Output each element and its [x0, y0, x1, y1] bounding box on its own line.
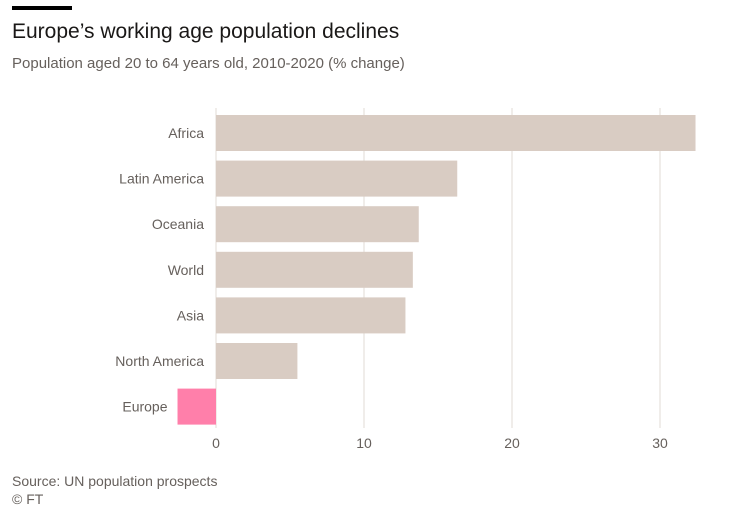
category-label-asia: Asia [177, 307, 204, 323]
x-tick-label-20: 20 [504, 435, 520, 451]
x-tick-label-10: 10 [356, 435, 372, 451]
category-labels: Africa Latin America Oceania World Asia North… [115, 125, 204, 415]
bar-oceania [216, 206, 419, 243]
category-label-latin-america: Latin America [119, 171, 204, 187]
category-label-north-america: North America [115, 353, 204, 369]
chart-title: Europe’s working age population declines [12, 20, 400, 43]
header-rule [12, 6, 72, 10]
bar-africa [216, 115, 696, 151]
x-axis-ticks: 0 10 20 30 [212, 435, 668, 451]
bar-europe [177, 388, 216, 425]
bar-latin-america [216, 160, 458, 197]
category-label-oceania: Oceania [152, 216, 204, 232]
bars [177, 115, 696, 425]
x-tick-label-0: 0 [212, 435, 220, 451]
category-label-africa: Africa [168, 125, 204, 141]
category-label-world: World [168, 262, 204, 278]
chart-subtitle: Population aged 20 to 64 years old, 2010… [12, 55, 405, 72]
bar-north-america [216, 343, 298, 379]
category-label-europe: Europe [122, 399, 167, 415]
bar-asia [216, 297, 406, 334]
x-tick-label-30: 30 [652, 435, 668, 451]
copyright-credit: © FT [12, 491, 44, 507]
bar-world [216, 251, 413, 288]
source-note: Source: UN population prospects [12, 473, 218, 489]
